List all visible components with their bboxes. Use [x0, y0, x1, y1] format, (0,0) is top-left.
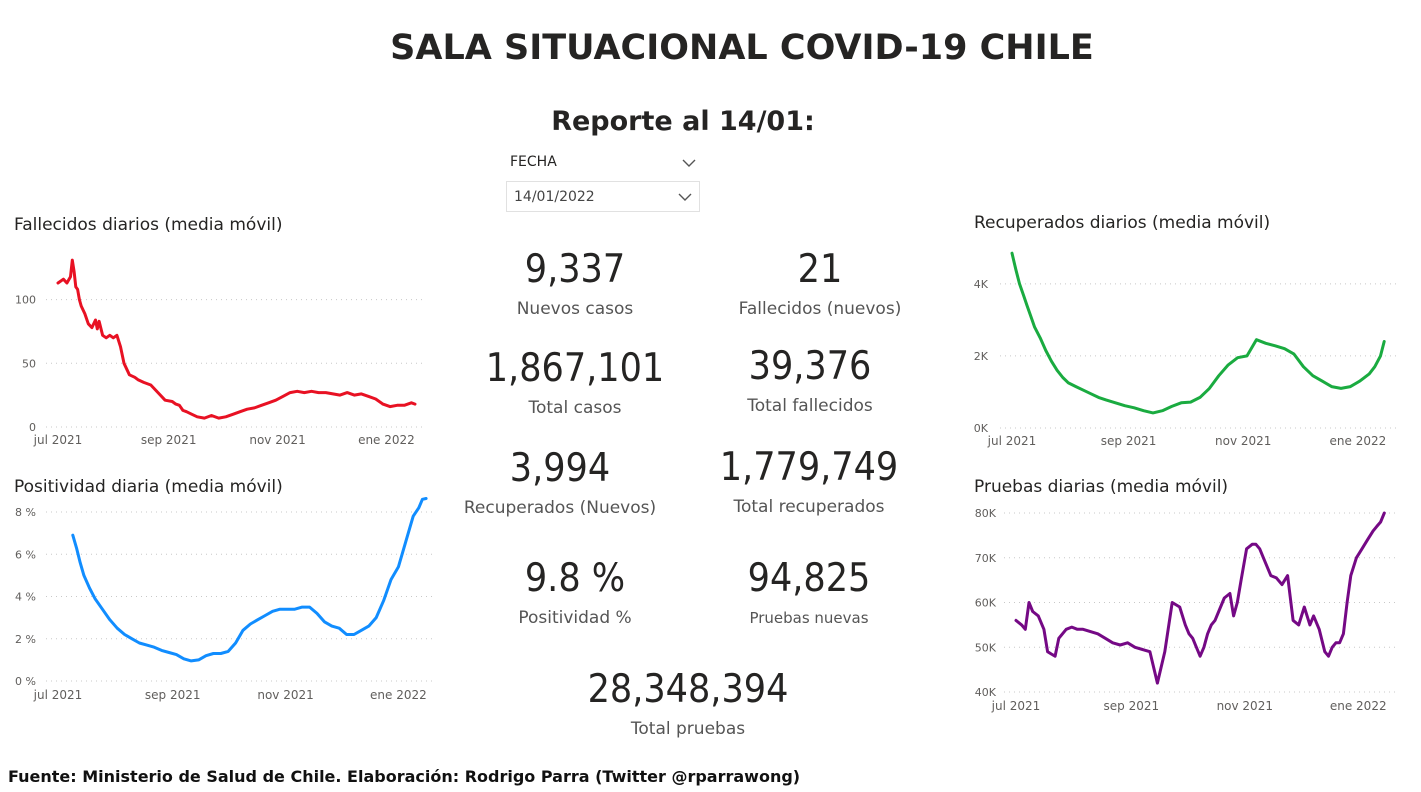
kpi-label: Total pruebas: [630, 719, 746, 739]
date-slicer-label: FECHA: [510, 154, 557, 170]
y-tick-label: 6 %: [15, 548, 36, 561]
kpi-value: 39,376: [748, 344, 872, 389]
x-tick-label: jul 2021: [987, 434, 1037, 448]
chart-title-positividad: Positividad diaria (media móvil): [14, 477, 283, 497]
kpi-label: Total fallecidos: [747, 396, 873, 416]
kpi-value: 9,337: [524, 247, 626, 292]
kpi-value: 21: [797, 247, 843, 292]
kpi-value: 3,994: [509, 446, 611, 491]
report-title: SALA SITUACIONAL COVID-19 CHILE: [390, 28, 1094, 68]
chart-pruebas[interactable]: 40K 50K 60K 70K 80K jul 2021 sep 2021 nov 2021 e…: [960, 500, 1400, 720]
x-tick-label: ene 2022: [358, 433, 415, 447]
y-tick-label: 60K: [975, 597, 997, 610]
kpi-positividad: 9.8 % Positividad %: [465, 557, 685, 629]
kpi-fallecidos-nuevos: 21 Fallecidos (nuevos): [710, 248, 930, 320]
kpi-label: Fallecidos (nuevos): [738, 299, 902, 319]
chart-positividad[interactable]: 0 % 2 % 4 % 6 % 8 % jul 2021 sep 2021 nov 2021 e…: [0, 497, 440, 710]
x-tick-label: ene 2022: [370, 688, 427, 702]
kpi-value: 28,348,394: [587, 667, 789, 712]
series-line-pruebas[interactable]: [1014, 511, 1386, 685]
x-tick-label: sep 2021: [1104, 699, 1160, 713]
kpi-total-fallecidos: 39,376 Total fallecidos: [700, 345, 920, 417]
report-subtitle: Reporte al 14/01:: [551, 106, 815, 137]
kpi-label: Pruebas nuevas: [749, 609, 869, 627]
chart-title-pruebas: Pruebas diarias (media móvil): [974, 477, 1229, 497]
kpi-value: 1,867,101: [485, 346, 665, 391]
series-line-recuperados[interactable]: [1010, 251, 1386, 415]
kpi-value: 9.8 %: [524, 556, 626, 601]
y-tick-label: 0: [29, 421, 36, 434]
x-tick-label: nov 2021: [257, 688, 313, 702]
kpi-pruebas-nuevas: 94,825 Pruebas nuevas: [699, 557, 919, 629]
y-tick-label: 50K: [975, 641, 997, 654]
kpi-label: Positividad %: [518, 608, 632, 628]
x-tick-label: nov 2021: [1217, 699, 1273, 713]
date-slicer-header[interactable]: FECHA: [508, 152, 698, 174]
kpi-total-recuperados: 1,779,749 Total recuperados: [699, 446, 919, 518]
x-tick-label: sep 2021: [1101, 434, 1157, 448]
x-tick-label: nov 2021: [249, 433, 305, 447]
kpi-value: 94,825: [747, 556, 871, 601]
kpi-total-pruebas: 28,348,394 Total pruebas: [538, 668, 838, 740]
kpi-value: 1,779,749: [719, 445, 899, 490]
y-tick-label: 40K: [975, 686, 997, 699]
y-tick-label: 4 %: [15, 591, 36, 604]
x-tick-label: ene 2022: [1330, 434, 1387, 448]
y-tick-label: 70K: [975, 552, 997, 565]
y-tick-label: 0 %: [15, 675, 36, 688]
date-slicer-value: 14/01/2022: [514, 189, 595, 205]
x-tick-label: sep 2021: [145, 688, 201, 702]
kpi-label: Total casos: [528, 398, 622, 418]
kpi-label: Nuevos casos: [516, 299, 634, 319]
chart-recuperados[interactable]: 0K 2K 4K jul 2021 sep 2021 nov 2021 ene 2022: [960, 245, 1400, 455]
footer-source: Fuente: Ministerio de Salud de Chile. El…: [8, 767, 801, 786]
x-tick-label: ene 2022: [1330, 699, 1387, 713]
x-tick-label: jul 2021: [33, 433, 83, 447]
kpi-recuperados-nuevos: 3,994 Recuperados (Nuevos): [450, 447, 670, 519]
date-slicer-dropdown[interactable]: 14/01/2022: [506, 181, 700, 212]
kpi-label: Total recuperados: [733, 497, 885, 517]
kpi-label: Recuperados (Nuevos): [463, 498, 657, 518]
y-tick-label: 2K: [974, 350, 989, 363]
y-tick-label: 4K: [974, 278, 989, 291]
series-line-fallecidos[interactable]: [56, 258, 417, 420]
y-tick-label: 8 %: [15, 506, 36, 519]
chart-title-recuperados: Recuperados diarios (media móvil): [974, 213, 1271, 233]
chart-fallecidos[interactable]: 0 50 100 jul 2021 sep 2021 nov 2021 ene 2022: [0, 245, 440, 455]
x-tick-label: sep 2021: [141, 433, 197, 447]
y-tick-label: 2 %: [15, 633, 36, 646]
x-tick-label: jul 2021: [991, 699, 1041, 713]
series-line-positividad[interactable]: [71, 497, 428, 663]
x-tick-label: nov 2021: [1215, 434, 1271, 448]
y-tick-label: 80K: [975, 507, 997, 520]
y-tick-label: 0K: [974, 422, 989, 435]
chevron-down-icon[interactable]: [682, 158, 696, 168]
y-tick-label: 100: [15, 294, 36, 307]
kpi-total-casos: 1,867,101 Total casos: [465, 347, 685, 419]
y-tick-label: 50: [22, 357, 36, 370]
chart-title-fallecidos: Fallecidos diarios (media móvil): [14, 215, 283, 235]
kpi-nuevos-casos: 9,337 Nuevos casos: [465, 248, 685, 320]
chevron-down-icon[interactable]: [678, 192, 692, 202]
x-tick-label: jul 2021: [33, 688, 83, 702]
